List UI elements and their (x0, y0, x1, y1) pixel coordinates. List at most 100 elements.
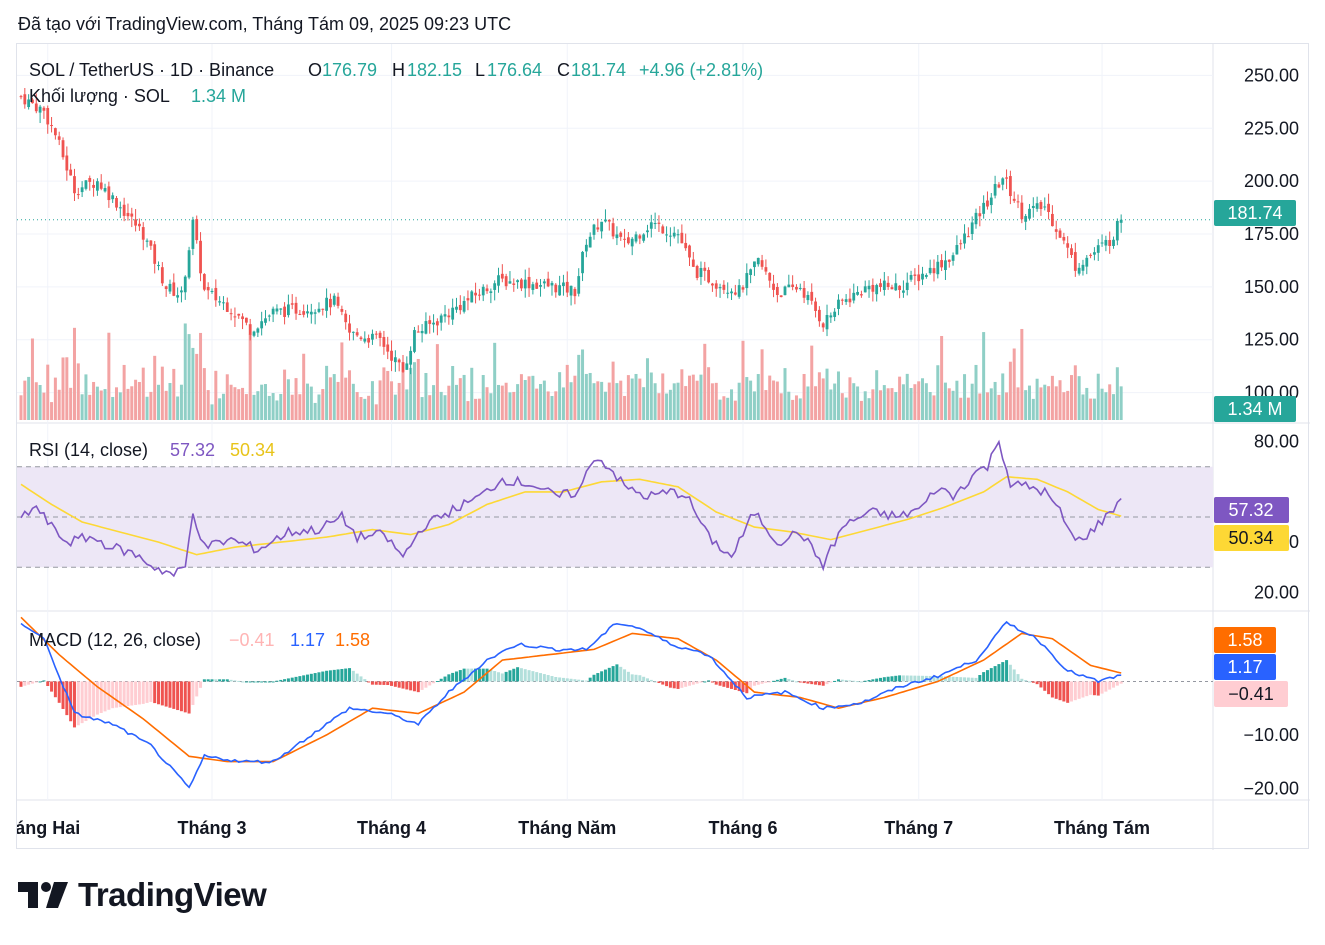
volume-bar (630, 378, 634, 420)
candle (1096, 239, 1100, 261)
volume-bar (607, 382, 611, 420)
volume-bar (149, 391, 153, 420)
candle (550, 280, 554, 296)
candle-body (1058, 230, 1062, 238)
volume-bar (191, 347, 195, 420)
macd-hist-bar (374, 681, 378, 685)
volume-bar (955, 380, 959, 420)
candle-body (306, 311, 309, 314)
candle-body (1081, 264, 1085, 271)
candle (138, 218, 141, 231)
candle-body (554, 284, 558, 293)
candle-body (867, 285, 871, 290)
candle-body (1089, 254, 1092, 256)
macd-hist-bar (542, 674, 546, 682)
candle (371, 329, 374, 345)
candle (554, 283, 558, 298)
rsi-badge: 57.32 (1214, 497, 1289, 523)
macd-hist-bar (19, 681, 23, 687)
candle (1001, 177, 1005, 191)
candle-body (970, 222, 974, 235)
volume-bar (909, 388, 913, 420)
macd-hist-bar (936, 676, 940, 682)
candle (451, 298, 455, 325)
candle (115, 196, 118, 211)
candle-body (860, 294, 863, 296)
macd-hist-bar (474, 668, 478, 682)
candle-body (688, 245, 691, 258)
volume-bar (168, 383, 172, 420)
macd-hist-bar (661, 681, 665, 685)
volume-bar (1062, 392, 1066, 420)
macd-hist-bar (88, 681, 92, 719)
macd-hist-bar (603, 669, 607, 682)
candle (118, 201, 122, 218)
volume-bar (435, 344, 439, 420)
volume-bar (863, 391, 867, 420)
volume-bar (367, 395, 371, 420)
candle (1119, 214, 1123, 233)
volume-bar (195, 353, 199, 420)
volume-bar (325, 365, 329, 420)
macd-hist-bar (703, 681, 707, 683)
candle (1073, 242, 1077, 277)
candle (795, 284, 798, 293)
candle-body (944, 260, 947, 270)
candle-body (397, 359, 401, 363)
volume-bar (657, 393, 661, 420)
volume-bar (917, 381, 921, 420)
volume-bar (1054, 386, 1058, 420)
rsi-badge-text: 57.32 (1228, 500, 1273, 520)
macd-hist-bar (225, 679, 229, 682)
volume-bar (817, 372, 821, 420)
macd-hist-bar (447, 674, 451, 682)
candle-body (955, 245, 959, 255)
candle-body (244, 317, 248, 323)
macd-hist-bar (859, 681, 863, 683)
candle (726, 282, 730, 299)
volume-bar (115, 387, 118, 420)
candle-body (653, 223, 657, 225)
candle-body (180, 290, 183, 293)
candle (1031, 197, 1035, 218)
candle (126, 203, 130, 221)
candle (978, 206, 982, 227)
volume-bar (596, 381, 600, 420)
candle-body (844, 299, 848, 302)
macd-hist-bar (1066, 681, 1070, 703)
volume-bar (573, 375, 577, 420)
candle-body (921, 273, 924, 280)
macd-hist-bar (913, 675, 917, 682)
macd-hist-bar (302, 675, 306, 682)
candle (672, 226, 676, 239)
volume-bar (141, 367, 145, 420)
candle-body (661, 226, 665, 234)
candle (202, 273, 206, 292)
open-label: O (308, 60, 322, 80)
volume-bar (531, 375, 535, 420)
volume-bar (294, 378, 298, 420)
macd-hist-bar (611, 666, 615, 682)
candle (455, 297, 458, 313)
candle-body (478, 294, 481, 296)
volume-bar (966, 397, 970, 420)
macd-hist-bar (863, 680, 867, 682)
macd-hist-bar (688, 681, 691, 686)
volume-bar (928, 392, 932, 420)
candle (688, 244, 691, 266)
chart-frame[interactable]: 250.00 225.00 200.00 175.00 150.00 125.00 100.… (16, 43, 1310, 850)
macd-hist-bar (462, 668, 466, 682)
candle (921, 266, 924, 286)
macd-hist-bar (271, 681, 275, 683)
macd-hist-bar (516, 667, 520, 682)
candle (225, 297, 229, 312)
volume-bar (378, 380, 382, 420)
tradingview-logo[interactable]: TradingView (18, 876, 267, 914)
candle-body (642, 234, 646, 241)
chart-caption: Đã tạo với TradingView.com, Tháng Tám 09… (18, 14, 512, 34)
chart-canvas[interactable]: 250.00225.00200.00175.00150.00125.00100.… (17, 44, 1310, 850)
volume-bar (50, 402, 54, 420)
candle (481, 284, 485, 302)
candle (928, 259, 932, 275)
macd-hist-bar (539, 673, 543, 682)
